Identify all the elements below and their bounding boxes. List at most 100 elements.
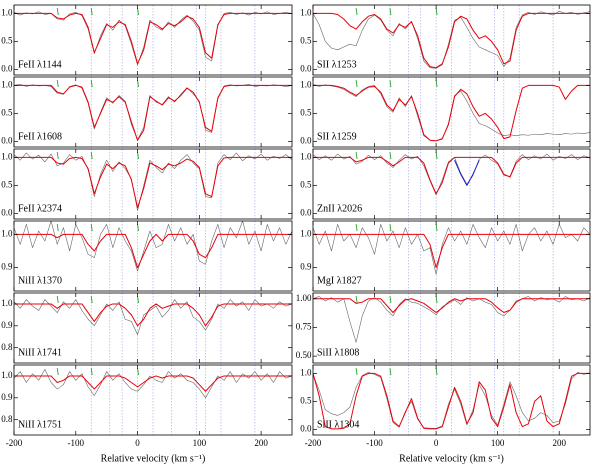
component-marker xyxy=(355,151,358,160)
model xyxy=(14,303,292,327)
panel: 0.0 0.5 1.0 SII λ1253 xyxy=(300,4,591,76)
model xyxy=(313,84,590,142)
y-tick-label: 0.0 xyxy=(300,423,312,433)
model xyxy=(313,298,590,314)
panel-label: FeII λ2374 xyxy=(18,203,62,214)
model xyxy=(14,375,292,392)
y-tick-label: 0.0 xyxy=(300,135,312,145)
y-tick-label: 0.5 xyxy=(300,107,312,117)
y-tick-label: 0.75 xyxy=(296,321,312,331)
panel: 0.0 0.5 1.0 ZnII λ2026 xyxy=(300,148,591,220)
component-marker xyxy=(435,7,438,16)
y-tick-label: 1.0 xyxy=(1,79,13,89)
y-tick-label: 0.0 xyxy=(1,135,13,145)
panel: 0.9 1.0 NiII λ1370 xyxy=(1,220,293,292)
plot-area xyxy=(313,149,590,219)
component-marker xyxy=(389,151,392,160)
y-tick-label: 0.8 xyxy=(1,342,13,352)
component-marker xyxy=(137,367,140,376)
component-marker xyxy=(90,151,93,160)
component-marker xyxy=(137,295,140,304)
x-tick-label: 100 xyxy=(491,438,505,448)
component-marker xyxy=(90,367,93,376)
y-tick-label: 0.5 xyxy=(300,179,312,189)
y-tick-label: 0.9 xyxy=(300,262,312,272)
model xyxy=(14,156,292,209)
y-tick-label: 1.0 xyxy=(1,228,13,238)
panel-frame xyxy=(13,292,293,364)
y-tick-label: 0.5 xyxy=(1,107,13,117)
panel: 0.0 0.5 1.0 -200 -100 0 100 200 SiII λ1304 Relati… xyxy=(300,364,591,464)
panel: 0.50 0.75 1.00 SiII λ1808 xyxy=(296,292,591,364)
x-tick-label: -100 xyxy=(68,438,85,448)
panel-frame xyxy=(13,76,293,148)
component-marker xyxy=(389,295,392,304)
component-marker xyxy=(435,295,438,304)
panel-label: MgI λ1827 xyxy=(317,275,362,286)
y-tick-label: 0.9 xyxy=(1,262,13,272)
model xyxy=(313,12,590,69)
component-marker xyxy=(56,79,59,88)
x-tick-label: 100 xyxy=(193,438,207,448)
plot-area xyxy=(14,221,292,291)
panel-label: FeII λ1608 xyxy=(18,131,62,142)
panel-frame xyxy=(13,148,293,220)
plot-area xyxy=(313,77,590,147)
x-tick-label: 200 xyxy=(254,438,268,448)
x-tick-label: 0 xyxy=(434,438,439,448)
component-marker xyxy=(137,151,140,160)
y-tick-label: 1.0 xyxy=(300,151,312,161)
panel-frame xyxy=(13,4,293,76)
panel-label: ZnII λ2026 xyxy=(317,203,362,214)
panel: 0.8 0.9 1.0 NiII λ1741 xyxy=(1,292,293,364)
y-tick-label: 0.0 xyxy=(300,207,312,217)
x-axis-label: Relative velocity (km s⁻¹) xyxy=(399,453,504,464)
plot-area xyxy=(14,365,292,435)
panel-label: NiII λ1751 xyxy=(18,419,62,430)
panel: 0.0 0.5 1.0 SII λ1259 xyxy=(300,76,591,148)
x-axis-label: Relative velocity (km s⁻¹) xyxy=(101,453,206,464)
component-marker xyxy=(389,223,392,232)
plot-area xyxy=(313,5,590,75)
y-tick-label: 0.0 xyxy=(1,207,13,217)
y-tick-label: 0.5 xyxy=(1,35,13,45)
model xyxy=(313,372,590,430)
y-tick-label: 0.50 xyxy=(296,350,312,360)
y-tick-label: 1.00 xyxy=(296,293,312,303)
plot-area xyxy=(14,149,292,219)
model xyxy=(454,159,480,186)
component-marker xyxy=(56,223,59,232)
panel-label: SII λ1259 xyxy=(317,131,357,142)
component-marker xyxy=(90,7,93,16)
plot-area xyxy=(313,221,590,291)
y-tick-label: 0.9 xyxy=(1,320,13,330)
x-tick-label: 0 xyxy=(135,438,140,448)
plot-area xyxy=(14,5,292,75)
component-marker xyxy=(90,79,93,88)
y-tick-label: 0.0 xyxy=(1,63,13,73)
component-marker xyxy=(389,79,392,88)
panel: 0.0 0.5 1.0 FeII λ1144 xyxy=(1,4,293,76)
y-tick-label: 1.0 xyxy=(1,7,13,17)
component-marker xyxy=(90,223,93,232)
component-marker xyxy=(137,7,140,16)
y-tick-label: 0.5 xyxy=(1,179,13,189)
plot-area xyxy=(14,77,292,147)
model xyxy=(14,84,292,141)
panel: 0.9 1.0 MgI λ1827 xyxy=(300,220,591,292)
component-marker xyxy=(137,223,140,232)
plot-area xyxy=(14,293,292,363)
component-marker xyxy=(355,7,358,16)
panel: 0.8 0.9 1.0 -200 -100 0 100 200 NiII λ1751 Relati… xyxy=(1,364,293,464)
y-tick-label: 1.0 xyxy=(300,367,312,377)
y-tick-label: 1.0 xyxy=(1,298,13,308)
y-tick-label: 1.0 xyxy=(300,228,312,238)
component-marker xyxy=(56,295,59,304)
component-marker xyxy=(355,223,358,232)
plot-area xyxy=(313,365,590,435)
x-tick-label: -200 xyxy=(6,438,23,448)
component-marker xyxy=(389,367,392,376)
y-tick-label: 1.0 xyxy=(300,79,312,89)
model xyxy=(14,12,292,65)
